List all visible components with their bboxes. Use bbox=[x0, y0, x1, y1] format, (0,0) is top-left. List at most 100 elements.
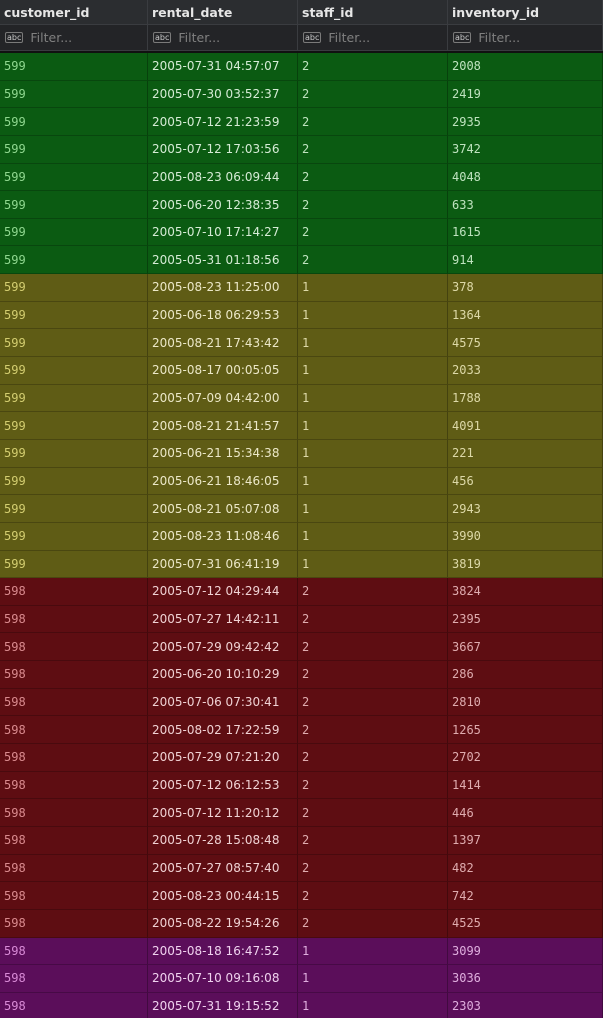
staff-id-cell[interactable]: 2 bbox=[298, 688, 448, 717]
inventory-id-cell[interactable]: 378 bbox=[448, 274, 603, 302]
customer-id-cell[interactable]: 598 bbox=[0, 688, 148, 717]
rental-date-cell[interactable]: 2005-07-29 09:42:42 bbox=[148, 633, 298, 662]
rental-date-cell[interactable]: 2005-07-31 19:15:52 bbox=[148, 992, 298, 1018]
customer-id-cell[interactable]: 599 bbox=[0, 191, 148, 219]
rental-date-cell[interactable]: 2005-08-23 06:09:44 bbox=[148, 163, 298, 192]
filter-input-inventory-id[interactable] bbox=[478, 30, 589, 45]
customer-id-cell[interactable]: 599 bbox=[0, 163, 148, 192]
table-row[interactable]: 599 2005-08-21 17:43:42 1 4575 bbox=[0, 329, 603, 358]
inventory-id-cell[interactable]: 1788 bbox=[448, 384, 603, 413]
staff-id-cell[interactable]: 2 bbox=[298, 191, 448, 219]
customer-id-cell[interactable]: 598 bbox=[0, 882, 148, 910]
table-row[interactable]: 598 2005-07-29 07:21:20 2 2702 bbox=[0, 744, 603, 772]
customer-id-cell[interactable]: 598 bbox=[0, 909, 148, 938]
rental-date-cell[interactable]: 2005-07-27 14:42:11 bbox=[148, 605, 298, 634]
inventory-id-cell[interactable]: 2395 bbox=[448, 605, 603, 634]
customer-id-cell[interactable]: 599 bbox=[0, 357, 148, 385]
staff-id-cell[interactable]: 2 bbox=[298, 80, 448, 109]
staff-id-cell[interactable]: 1 bbox=[298, 357, 448, 385]
rental-date-cell[interactable]: 2005-06-20 12:38:35 bbox=[148, 191, 298, 219]
rental-date-cell[interactable]: 2005-07-09 04:42:00 bbox=[148, 384, 298, 413]
rental-date-cell[interactable]: 2005-08-18 16:47:52 bbox=[148, 937, 298, 966]
inventory-id-cell[interactable]: 221 bbox=[448, 439, 603, 468]
customer-id-cell[interactable]: 599 bbox=[0, 80, 148, 109]
staff-id-cell[interactable]: 2 bbox=[298, 246, 448, 275]
table-row[interactable]: 598 2005-07-27 08:57:40 2 482 bbox=[0, 854, 603, 883]
column-header-inventory-id[interactable]: inventory_id bbox=[448, 0, 603, 25]
rental-date-cell[interactable]: 2005-07-31 04:57:07 bbox=[148, 53, 298, 81]
table-row[interactable]: 599 2005-08-23 06:09:44 2 4048 bbox=[0, 163, 603, 192]
column-header-staff-id[interactable]: staff_id bbox=[298, 0, 448, 25]
table-row[interactable]: 599 2005-05-31 01:18:56 2 914 bbox=[0, 246, 603, 275]
table-row[interactable]: 599 2005-08-23 11:25:00 1 378 bbox=[0, 274, 603, 302]
rental-date-cell[interactable]: 2005-07-10 17:14:27 bbox=[148, 218, 298, 247]
staff-id-cell[interactable]: 2 bbox=[298, 661, 448, 689]
staff-id-cell[interactable]: 2 bbox=[298, 744, 448, 772]
inventory-id-cell[interactable]: 2419 bbox=[448, 80, 603, 109]
rental-date-cell[interactable]: 2005-07-10 09:16:08 bbox=[148, 965, 298, 993]
table-row[interactable]: 598 2005-08-02 17:22:59 2 1265 bbox=[0, 716, 603, 745]
inventory-id-cell[interactable]: 2702 bbox=[448, 744, 603, 772]
rental-date-cell[interactable]: 2005-08-23 00:44:15 bbox=[148, 882, 298, 910]
rental-date-cell[interactable]: 2005-07-12 17:03:56 bbox=[148, 135, 298, 164]
table-row[interactable]: 598 2005-07-28 15:08:48 2 1397 bbox=[0, 826, 603, 855]
staff-id-cell[interactable]: 2 bbox=[298, 882, 448, 910]
staff-id-cell[interactable]: 1 bbox=[298, 937, 448, 966]
inventory-id-cell[interactable]: 2008 bbox=[448, 53, 603, 81]
staff-id-cell[interactable]: 2 bbox=[298, 826, 448, 855]
rental-date-cell[interactable]: 2005-07-27 08:57:40 bbox=[148, 854, 298, 883]
staff-id-cell[interactable]: 1 bbox=[298, 467, 448, 496]
inventory-id-cell[interactable]: 4575 bbox=[448, 329, 603, 358]
inventory-id-cell[interactable]: 2033 bbox=[448, 357, 603, 385]
inventory-id-cell[interactable]: 2935 bbox=[448, 108, 603, 136]
table-row[interactable]: 598 2005-07-12 06:12:53 2 1414 bbox=[0, 771, 603, 800]
rental-date-cell[interactable]: 2005-07-12 04:29:44 bbox=[148, 578, 298, 606]
inventory-id-cell[interactable]: 3819 bbox=[448, 550, 603, 579]
customer-id-cell[interactable]: 599 bbox=[0, 439, 148, 468]
inventory-id-cell[interactable]: 446 bbox=[448, 799, 603, 827]
table-row[interactable]: 598 2005-08-22 19:54:26 2 4525 bbox=[0, 909, 603, 938]
customer-id-cell[interactable]: 598 bbox=[0, 826, 148, 855]
inventory-id-cell[interactable]: 3990 bbox=[448, 522, 603, 551]
table-row[interactable]: 598 2005-08-23 00:44:15 2 742 bbox=[0, 882, 603, 910]
staff-id-cell[interactable]: 1 bbox=[298, 329, 448, 358]
customer-id-cell[interactable]: 599 bbox=[0, 218, 148, 247]
customer-id-cell[interactable]: 599 bbox=[0, 108, 148, 136]
inventory-id-cell[interactable]: 3742 bbox=[448, 135, 603, 164]
customer-id-cell[interactable]: 599 bbox=[0, 246, 148, 275]
rental-date-cell[interactable]: 2005-08-21 17:43:42 bbox=[148, 329, 298, 358]
column-header-rental-date[interactable]: rental_date bbox=[148, 0, 298, 25]
staff-id-cell[interactable]: 1 bbox=[298, 992, 448, 1018]
rental-date-cell[interactable]: 2005-06-18 06:29:53 bbox=[148, 301, 298, 330]
filter-input-rental-date[interactable] bbox=[178, 30, 289, 45]
customer-id-cell[interactable]: 598 bbox=[0, 965, 148, 993]
staff-id-cell[interactable]: 2 bbox=[298, 108, 448, 136]
rental-date-cell[interactable]: 2005-08-17 00:05:05 bbox=[148, 357, 298, 385]
rental-date-cell[interactable]: 2005-08-02 17:22:59 bbox=[148, 716, 298, 745]
rental-date-cell[interactable]: 2005-05-31 01:18:56 bbox=[148, 246, 298, 275]
filter-input-staff-id[interactable] bbox=[328, 30, 439, 45]
staff-id-cell[interactable]: 2 bbox=[298, 135, 448, 164]
table-row[interactable]: 599 2005-06-20 12:38:35 2 633 bbox=[0, 191, 603, 219]
rental-date-cell[interactable]: 2005-08-21 05:07:08 bbox=[148, 495, 298, 523]
customer-id-cell[interactable]: 599 bbox=[0, 274, 148, 302]
customer-id-cell[interactable]: 599 bbox=[0, 301, 148, 330]
inventory-id-cell[interactable]: 1414 bbox=[448, 771, 603, 800]
customer-id-cell[interactable]: 599 bbox=[0, 412, 148, 440]
inventory-id-cell[interactable]: 456 bbox=[448, 467, 603, 496]
rental-date-cell[interactable]: 2005-06-20 10:10:29 bbox=[148, 661, 298, 689]
table-row[interactable]: 599 2005-08-23 11:08:46 1 3990 bbox=[0, 522, 603, 551]
inventory-id-cell[interactable]: 4091 bbox=[448, 412, 603, 440]
customer-id-cell[interactable]: 598 bbox=[0, 578, 148, 606]
inventory-id-cell[interactable]: 3667 bbox=[448, 633, 603, 662]
staff-id-cell[interactable]: 1 bbox=[298, 522, 448, 551]
table-row[interactable]: 599 2005-08-21 21:41:57 1 4091 bbox=[0, 412, 603, 440]
table-row[interactable]: 599 2005-07-12 21:23:59 2 2935 bbox=[0, 108, 603, 136]
rental-date-cell[interactable]: 2005-07-28 15:08:48 bbox=[148, 826, 298, 855]
inventory-id-cell[interactable]: 3036 bbox=[448, 965, 603, 993]
staff-id-cell[interactable]: 2 bbox=[298, 163, 448, 192]
rental-date-cell[interactable]: 2005-06-21 18:46:05 bbox=[148, 467, 298, 496]
table-row[interactable]: 598 2005-07-12 04:29:44 2 3824 bbox=[0, 578, 603, 606]
customer-id-cell[interactable]: 598 bbox=[0, 799, 148, 827]
rental-date-cell[interactable]: 2005-08-21 21:41:57 bbox=[148, 412, 298, 440]
